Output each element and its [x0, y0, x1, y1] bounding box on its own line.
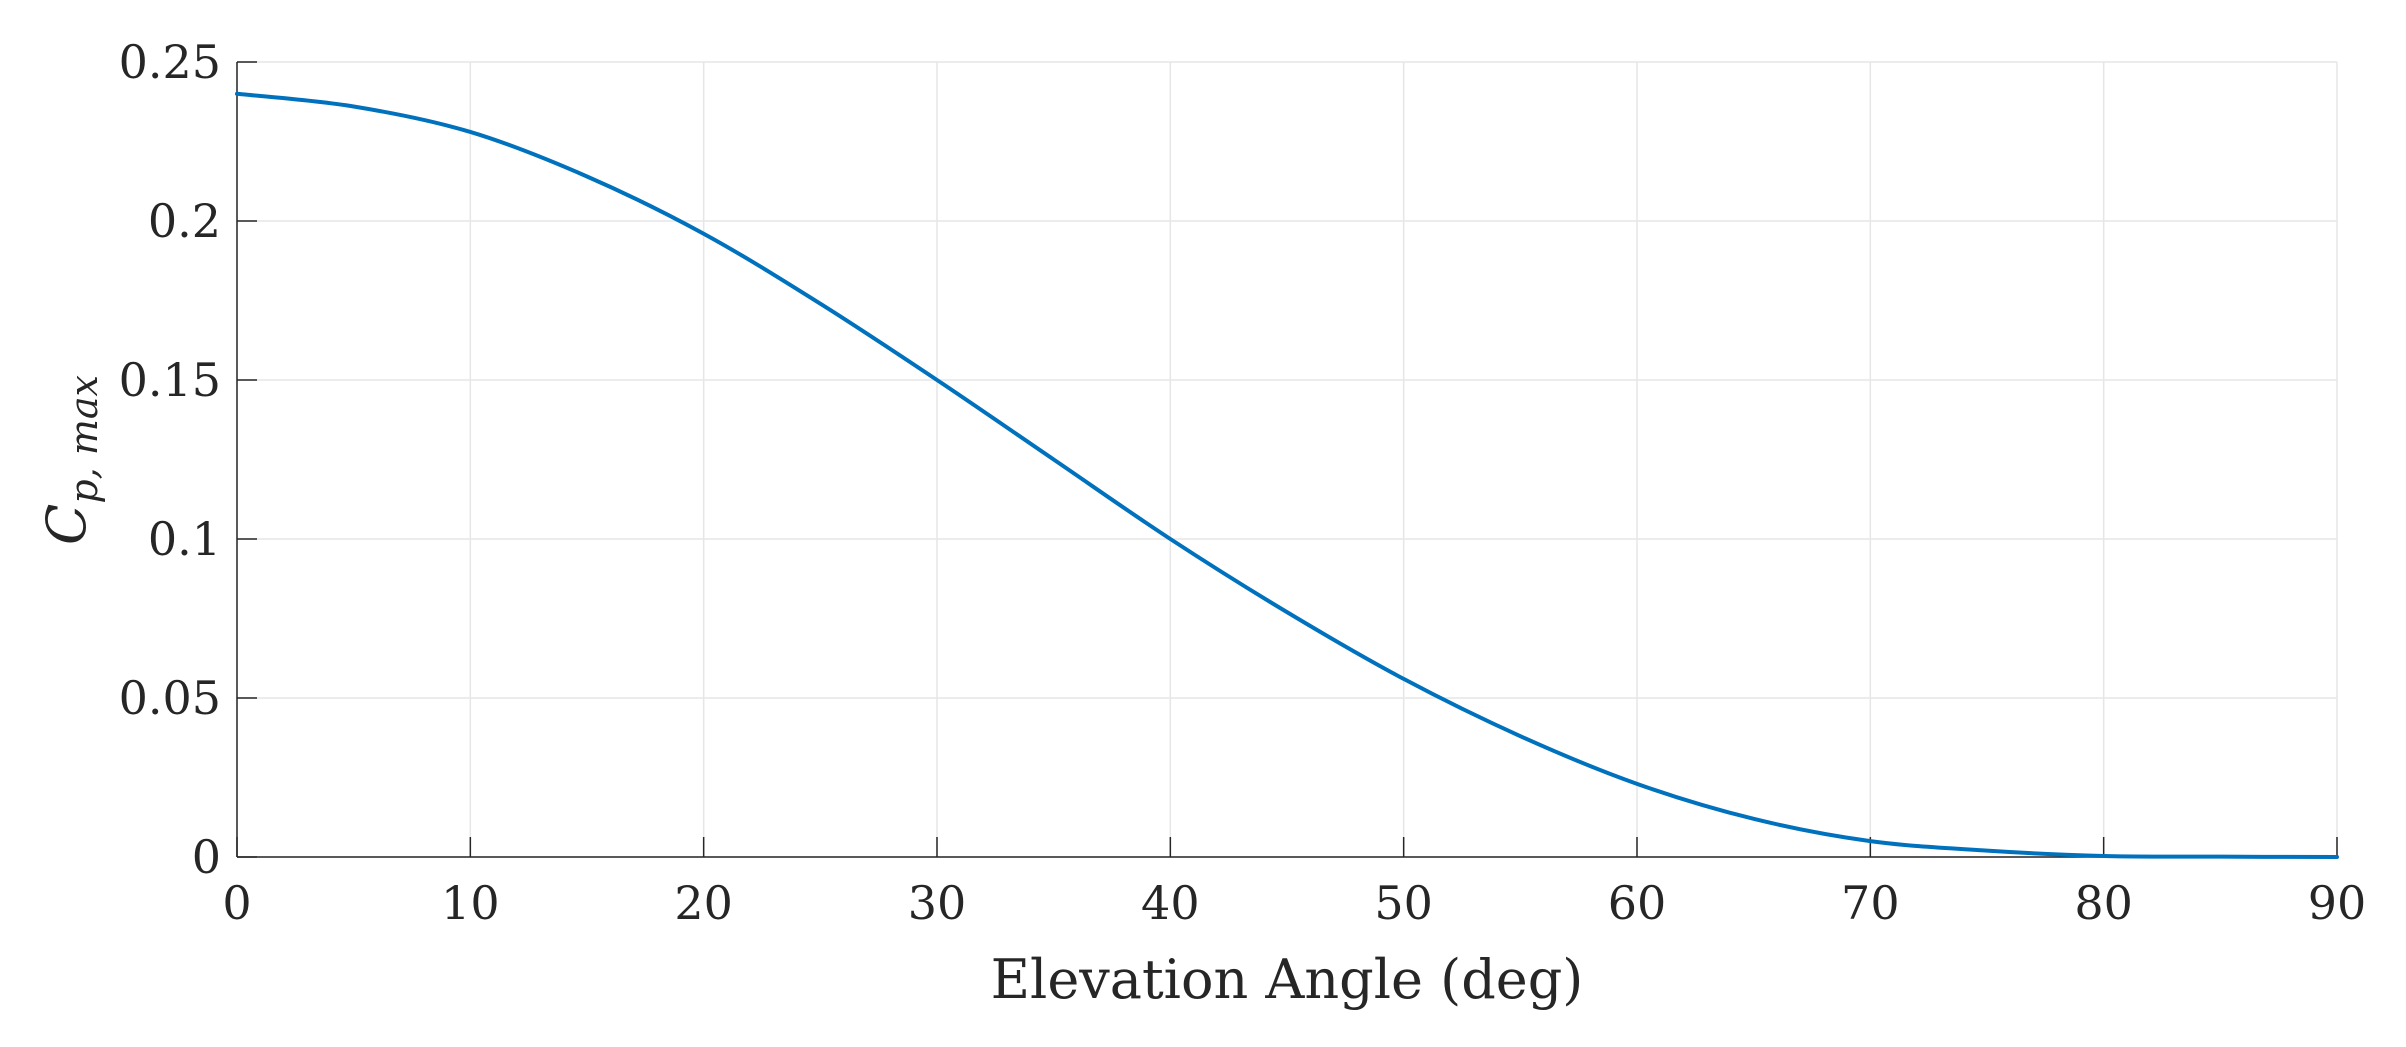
x-tick-label: 30 [908, 876, 967, 930]
x-axis-label: Elevation Angle (deg) [991, 948, 1584, 1011]
axes [236, 61, 2338, 858]
x-tick-label: 60 [1608, 876, 1667, 930]
x-tick-labels: 0 10 20 30 40 50 60 70 80 90 [222, 876, 2366, 930]
x-tick-label: 80 [2074, 876, 2133, 930]
y-axis-label-main: C [35, 504, 98, 545]
y-axis-label-sub: p, max [62, 375, 106, 504]
x-tick-label: 90 [2308, 876, 2367, 930]
y-axis-label: Cp, max [35, 375, 106, 545]
x-tick-label: 70 [1841, 876, 1900, 930]
y-tick-label: 0.2 [148, 194, 221, 248]
x-tick-label: 50 [1374, 876, 1433, 930]
y-tick-labels: 0 0.05 0.1 0.15 0.2 0.25 [119, 35, 221, 884]
y-tick-label: 0.25 [119, 35, 221, 89]
series-line-cp-max [235, 91, 2339, 859]
x-tick-label: 10 [441, 876, 500, 930]
x-tick-label: 0 [222, 876, 251, 930]
x-tick-label: 20 [674, 876, 733, 930]
y-tick-label: 0.15 [119, 353, 221, 407]
y-tick-label: 0.1 [148, 512, 221, 566]
y-tick-label: 0.05 [119, 671, 221, 725]
x-tick-label: 40 [1141, 876, 1200, 930]
y-tick-label: 0 [192, 830, 221, 884]
series-layer [235, 91, 2339, 859]
plot-background [237, 62, 2337, 857]
